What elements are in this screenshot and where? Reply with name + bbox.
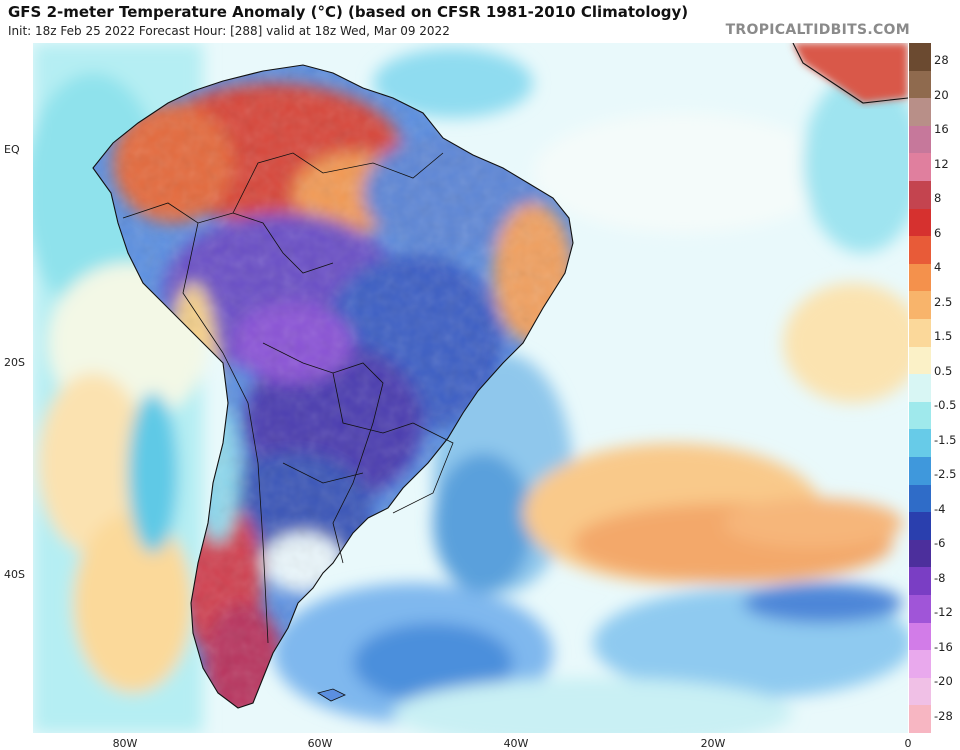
colorbar-swatch (909, 43, 931, 72)
colorbar-label: -4 (934, 501, 946, 516)
colorbar-swatch (909, 319, 931, 348)
colorbar-swatch (909, 374, 931, 403)
lon-label: 40W (503, 737, 529, 750)
colorbar-label: 12 (934, 156, 949, 171)
colorbar-label: 28 (934, 53, 949, 67)
lon-label: 0 (904, 737, 912, 750)
anomaly-map (33, 43, 908, 733)
colorbar-swatch (909, 484, 931, 513)
colorbar-label: -16 (934, 639, 953, 654)
lon-label: 60W (307, 737, 333, 750)
colorbar-label: -12 (934, 605, 953, 620)
forecast-info: Init: 18z Feb 25 2022 Forecast Hour: [28… (8, 24, 450, 38)
lat-label: EQ (4, 143, 20, 156)
colorbar-swatch (909, 677, 931, 706)
lat-label: 20S (4, 356, 25, 369)
colorbar-label: -8 (934, 570, 946, 585)
colorbar-swatch (909, 401, 931, 430)
colorbar-label: 2.5 (934, 294, 953, 309)
colorbar-swatch (909, 291, 931, 320)
colorbar (909, 43, 931, 734)
colorbar-swatch (909, 622, 931, 651)
lon-label: 20W (700, 737, 726, 750)
colorbar-swatch (909, 539, 931, 568)
colorbar-swatch (909, 153, 931, 182)
colorbar-label: 6 (934, 225, 942, 240)
colorbar-swatch (909, 98, 931, 127)
colorbar-label: 0.5 (934, 363, 953, 378)
colorbar-label: -20 (934, 674, 953, 689)
colorbar-label: 1.5 (934, 329, 953, 344)
colorbar-swatch (909, 429, 931, 458)
colorbar-swatch (909, 263, 931, 292)
colorbar-swatch (909, 512, 931, 541)
colorbar-swatch (909, 70, 931, 99)
colorbar-swatch (909, 567, 931, 596)
colorbar-swatch (909, 595, 931, 624)
colorbar-swatch (909, 236, 931, 265)
colorbar-swatch (909, 125, 931, 154)
colorbar-label: -0.5 (934, 398, 957, 413)
colorbar-swatch (909, 650, 931, 679)
lat-label: 40S (4, 568, 25, 581)
colorbar-label: -1.5 (934, 432, 957, 447)
chart-title: GFS 2-meter Temperature Anomaly (°C) (ba… (8, 3, 689, 21)
colorbar-swatch (909, 346, 931, 375)
colorbar-label: -28 (934, 709, 953, 723)
colorbar-swatch (909, 705, 931, 734)
colorbar-label: 8 (934, 191, 942, 206)
colorbar-label: -6 (934, 536, 946, 551)
lon-label: 80W (112, 737, 138, 750)
colorbar-label: 20 (934, 87, 949, 102)
colorbar-swatch (909, 208, 931, 237)
colorbar-swatch (909, 181, 931, 210)
colorbar-swatch (909, 457, 931, 486)
watermark: TROPICALTIDBITS.COM (725, 22, 910, 38)
colorbar-label: 16 (934, 122, 949, 137)
colorbar-label: -2.5 (934, 467, 957, 482)
colorbar-label: 4 (934, 260, 942, 275)
